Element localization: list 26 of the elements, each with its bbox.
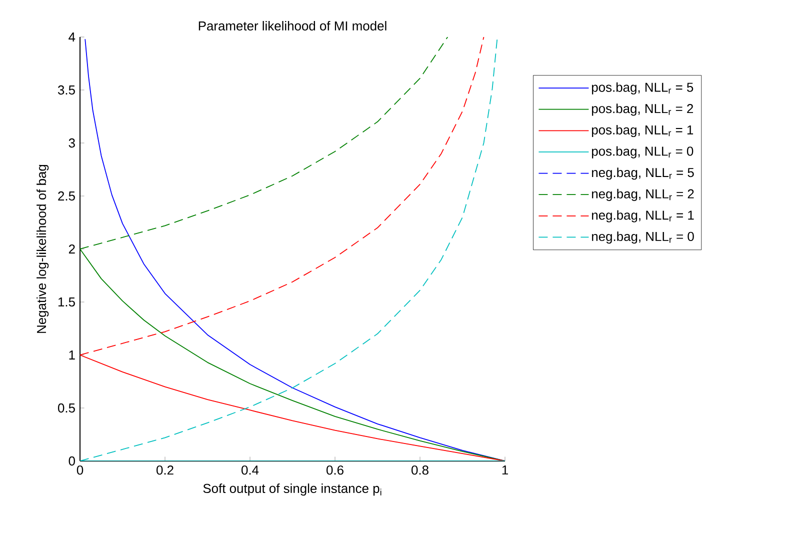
y-tick-label: 3	[68, 138, 75, 148]
x-tick-label: 0.2	[156, 466, 174, 475]
y-tick-label: 0	[68, 456, 75, 466]
legend-label: pos.bag, NLL$_{r}$ = 5	[592, 82, 694, 94]
x-tick-label: 1	[502, 466, 508, 474]
y-tick-label: 4	[68, 32, 76, 42]
x-tick-label: 0.4	[242, 466, 259, 475]
legend-label: pos.bag, NLL$_{r}$ = 0	[592, 146, 694, 158]
y-tick-label: 2	[68, 244, 75, 254]
x-tick-label: 0	[76, 466, 84, 475]
y-tick-label: 1.5	[58, 297, 75, 307]
x-tick-label: 0.6	[326, 466, 344, 475]
legend-label: neg.bag, NLL$_{r}$ = 0	[592, 232, 694, 244]
legend-label: pos.bag, NLL$_{r}$ = 2	[592, 104, 694, 116]
legend-label: pos.bag, NLL$_{r}$ = 1	[592, 124, 694, 138]
y-tick-label: 3.5	[58, 85, 75, 95]
y-tick-label: 0.5	[58, 403, 75, 413]
y-tick-label: 2.5	[58, 191, 75, 201]
x-tick-label: 0.8	[412, 466, 428, 475]
x-axis-title: Soft output of single instance p$_{i}$	[203, 484, 382, 496]
y-tick-label: 1	[69, 350, 75, 360]
legend-label: neg.bag, NLL$_{r}$ = 5	[592, 168, 694, 180]
chart-title: Parameter likelihood of MI model	[198, 20, 386, 31]
y-axis-title: Negative log-likelihood of bag	[36, 164, 49, 333]
legend-label: neg.bag, NLL$_{r}$ = 1	[592, 210, 694, 222]
legend-label: neg.bag, NLL$_{r}$ = 2	[592, 188, 694, 201]
